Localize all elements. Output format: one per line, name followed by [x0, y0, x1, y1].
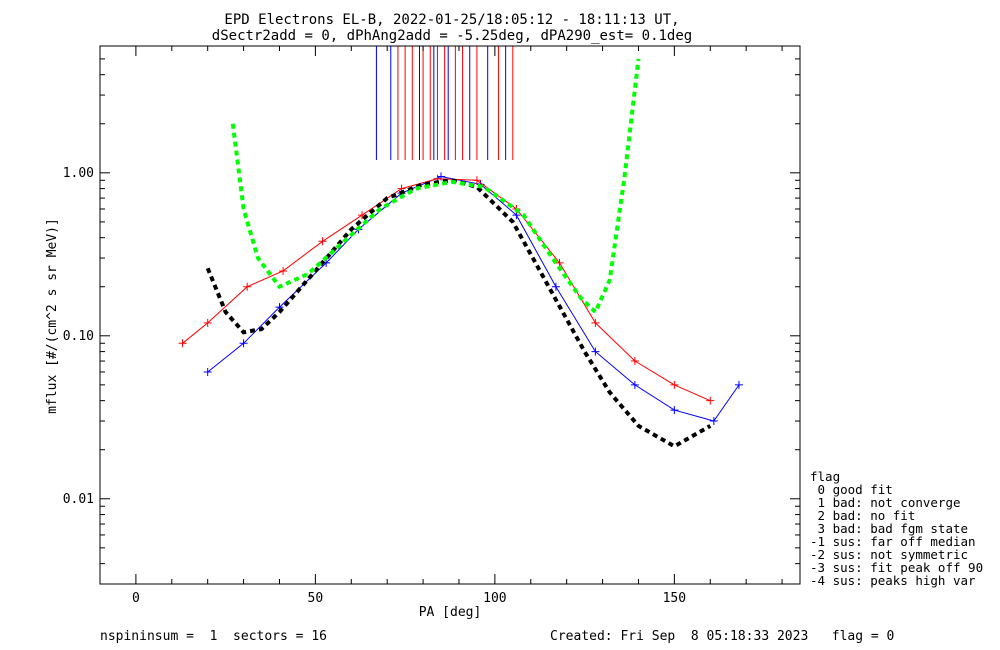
flag-legend-title: flag — [810, 469, 840, 484]
data-point — [203, 318, 212, 327]
chart-subtitle: dSectr2add = 0, dPhAng2add = -5.25deg, d… — [212, 28, 692, 44]
fit-line — [230, 58, 641, 316]
series-group — [203, 172, 743, 426]
data-point — [630, 380, 639, 389]
data-point — [591, 318, 600, 327]
x-tick-label: 100 — [483, 591, 506, 606]
data-point — [551, 282, 560, 291]
flag-legend-item: -4 sus: peaks high var — [810, 573, 976, 588]
data-marks — [178, 46, 743, 449]
fit-line — [205, 178, 712, 449]
flag-legend-item: 3 bad: bad fgm state — [810, 521, 968, 536]
data-point — [279, 266, 288, 275]
data-point — [670, 406, 679, 415]
data-point — [318, 237, 327, 246]
axes: 0 50 100 150 0.01 0.10 1.00 — [63, 45, 800, 606]
x-tick-label: 150 — [663, 591, 686, 606]
data-point — [630, 357, 639, 366]
y-tick-label: 0.10 — [63, 329, 94, 344]
series-group — [205, 178, 712, 449]
data-point — [734, 380, 743, 389]
series-line — [182, 178, 711, 402]
footer-left: nspininsum = 1 sectors = 16 — [100, 629, 327, 644]
chart-title: EPD Electrons EL-B, 2022-01-25/18:05:12 … — [224, 12, 679, 28]
data-point — [178, 339, 187, 348]
data-point — [706, 396, 715, 405]
data-point — [472, 176, 481, 185]
flag-legend-item: -2 sus: not symmetric — [810, 547, 968, 562]
flag-legend-item: 0 good fit — [810, 482, 893, 497]
x-tick-label: 0 — [132, 591, 140, 606]
data-point — [243, 282, 252, 291]
y-axis-label: mflux [#/(cm^2 s sr MeV)] — [45, 218, 60, 414]
x-axis-label: PA [deg] — [419, 605, 482, 620]
flag-legend-item: 2 bad: no fit — [810, 508, 915, 523]
y-tick-label: 1.00 — [63, 166, 94, 181]
flag-legend-item: 1 bad: not converge — [810, 495, 961, 510]
flag-legend: flag 0 good fit 1 bad: not converge 2 ba… — [810, 469, 983, 588]
series-line — [207, 175, 740, 422]
series-group — [230, 58, 641, 316]
footer-right: Created: Fri Sep 8 05:18:33 2023 flag = … — [550, 629, 894, 644]
data-point — [239, 339, 248, 348]
series-group — [178, 174, 715, 405]
y-tick-label: 0.01 — [63, 492, 94, 507]
data-point — [203, 367, 212, 376]
flag-legend-item: -3 sus: fit peak off 90 — [810, 560, 983, 575]
data-point — [591, 347, 600, 356]
data-point — [670, 380, 679, 389]
data-point — [709, 417, 718, 426]
x-tick-label: 50 — [308, 591, 324, 606]
plot-frame — [99, 45, 801, 585]
flag-legend-item: -1 sus: far off median — [810, 534, 976, 549]
